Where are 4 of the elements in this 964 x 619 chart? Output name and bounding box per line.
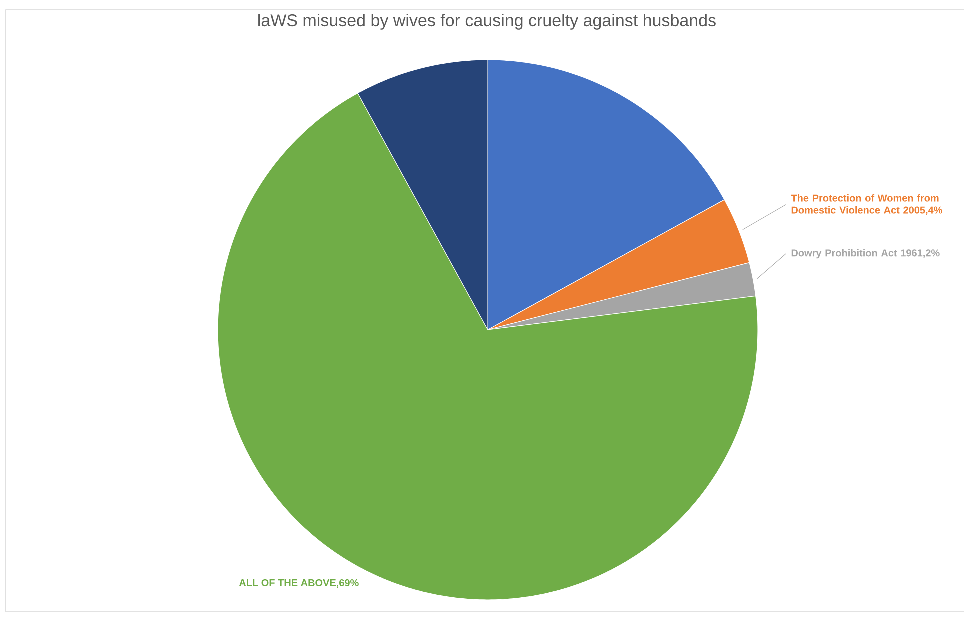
chart-title: laWS misused by wives for causing cruelty against husbands	[258, 14, 716, 30]
slice-label: ALL OF THE ABOVE,69%	[239, 579, 359, 588]
slice-label: Dowry Prohibition Act 1961,2%	[792, 249, 940, 259]
slice-label: The Protection of Women from Domestic Violence Act 2005,4%	[791, 194, 942, 216]
